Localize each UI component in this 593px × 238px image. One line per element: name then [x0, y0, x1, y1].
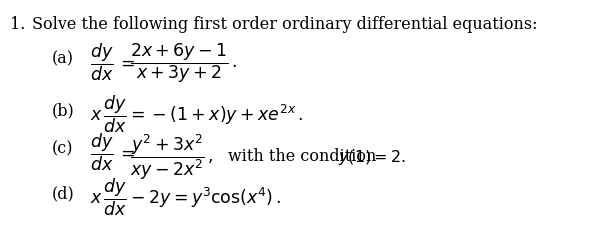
Text: (b): (b)	[52, 102, 75, 119]
Text: with the condition: with the condition	[228, 148, 377, 165]
Text: (a): (a)	[52, 50, 74, 67]
Text: (d): (d)	[52, 185, 75, 202]
Text: 1.: 1.	[10, 16, 25, 33]
Text: $\dfrac{y^2+3x^2}{xy-2x^2}\,,$: $\dfrac{y^2+3x^2}{xy-2x^2}\,,$	[130, 132, 213, 182]
Text: Solve the following first order ordinary differential equations:: Solve the following first order ordinary…	[32, 16, 537, 33]
Text: $x\,\dfrac{dy}{dx} = -(1+x)y + xe^{2x}\,.$: $x\,\dfrac{dy}{dx} = -(1+x)y + xe^{2x}\,…	[90, 94, 303, 135]
Text: $=$: $=$	[117, 145, 135, 162]
Text: $\dfrac{dy}{dx}$: $\dfrac{dy}{dx}$	[90, 42, 113, 84]
Text: $y(1) = 2.$: $y(1) = 2.$	[338, 148, 406, 167]
Text: $x\,\dfrac{dy}{dx} - 2y = y^3\cos(x^4)\,.$: $x\,\dfrac{dy}{dx} - 2y = y^3\cos(x^4)\,…	[90, 177, 281, 218]
Text: $\dfrac{dy}{dx}$: $\dfrac{dy}{dx}$	[90, 132, 113, 174]
Text: $\dfrac{2x+6y-1}{x+3y+2}\,.$: $\dfrac{2x+6y-1}{x+3y+2}\,.$	[130, 42, 237, 85]
Text: $=$: $=$	[117, 55, 135, 72]
Text: (c): (c)	[52, 140, 74, 157]
